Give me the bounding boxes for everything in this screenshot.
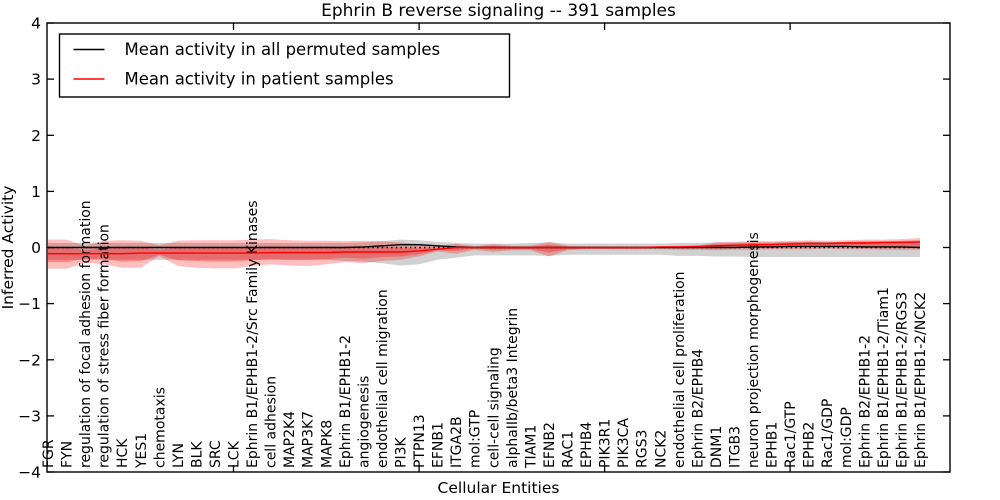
y-tick-label: −3	[18, 407, 41, 425]
y-tick-label: −1	[18, 295, 41, 313]
series-line-patient	[48, 241, 921, 255]
x-category-label: endothelial cell proliferation	[672, 271, 688, 468]
x-category-label: BLK	[189, 441, 205, 468]
legend-entry-label: Mean activity in patient samples	[125, 70, 394, 89]
x-category-label: NCK2	[653, 430, 669, 468]
x-category-label: Ephrin B2/EPHB1-2	[857, 335, 873, 468]
x-category-label: regulation of focal adhesion formation	[78, 200, 94, 468]
x-category-label: neuron projection morphogenesis	[746, 232, 762, 468]
band-patient-sample-range-inner	[48, 240, 920, 263]
x-category-label: EPHB4	[579, 422, 595, 468]
y-tick-label: 0	[31, 239, 41, 257]
x-category-label: Ephrin B1/EPHB1-2	[338, 335, 354, 468]
x-category-label: mol:GTP	[468, 410, 484, 468]
x-category-label: MAP3K7	[301, 411, 317, 468]
x-category-label: SRC	[208, 440, 224, 468]
x-category-label: regulation of stress fiber formation	[97, 224, 113, 468]
x-category-label: endothelial cell migration	[375, 289, 391, 468]
x-category-label: EPHB1	[765, 422, 781, 468]
x-category-label: LYN	[171, 443, 187, 468]
x-category-label: Ephrin B1/EPHB1-2/RGS3	[894, 292, 910, 468]
x-category-label: mol:GDP	[839, 407, 855, 468]
x-category-label: Ephrin B2/EPHB4	[690, 349, 706, 468]
y-tick-label: 2	[31, 127, 41, 145]
x-category-label: PIK3R1	[598, 419, 614, 468]
y-tick-label: 3	[31, 71, 41, 89]
x-category-label: HCK	[115, 438, 131, 468]
x-category-label: PIK3CA	[616, 418, 632, 468]
x-category-label: MAPK8	[319, 420, 335, 468]
x-category-label: angiogenesis	[356, 376, 372, 468]
x-category-label: Ephrin B1/EPHB1-2/Src Family Kinases	[245, 200, 261, 468]
legend-entry-label: Mean activity in all permuted samples	[125, 40, 441, 59]
x-category-label: FGR	[41, 439, 57, 468]
x-category-label: RAC1	[561, 431, 577, 468]
x-category-label: Rac1/GTP	[783, 401, 799, 468]
x-category-label: ITGA2B	[449, 416, 465, 468]
x-category-label: FYN	[60, 441, 76, 468]
x-category-label: RGS3	[635, 430, 651, 468]
x-category-label: cell adhesion	[264, 376, 280, 468]
x-category-label: MAP2K4	[282, 411, 298, 468]
y-tick-label: −4	[18, 464, 41, 482]
y-tick-label: 1	[31, 183, 41, 201]
x-category-label: EPHB2	[802, 422, 818, 468]
x-category-label: EFNB2	[542, 422, 558, 468]
x-category-label: YES1	[134, 433, 150, 469]
y-tick-label: 4	[31, 15, 41, 33]
chart-title: Ephrin B reverse signaling -- 391 sample…	[321, 1, 676, 21]
y-axis-label: Inferred Activity	[0, 186, 17, 310]
x-axis-label: Cellular Entities	[438, 479, 560, 497]
x-category-label: alphaIIb/beta3 Integrin	[505, 308, 521, 468]
x-category-label: LCK	[227, 440, 243, 468]
x-category-label: PTPN13	[412, 414, 428, 468]
x-category-label: chemotaxis	[152, 387, 168, 468]
y-tick-label: −2	[18, 351, 41, 369]
x-category-label: Ephrin B1/EPHB1-2/NCK2	[913, 292, 929, 468]
x-category-label: PI3K	[394, 437, 410, 468]
x-category-label: Rac1/GDP	[820, 399, 836, 468]
x-category-label: cell-cell signaling	[486, 347, 502, 468]
x-category-label: ITGB3	[728, 426, 744, 468]
x-category-label: DNM1	[709, 426, 725, 468]
x-category-label: Ephrin B1/EPHB1-2/Tiam1	[876, 287, 892, 468]
x-category-label: TIAM1	[523, 425, 539, 469]
legend-box	[58, 33, 511, 98]
x-category-label: EFNB1	[431, 422, 447, 468]
